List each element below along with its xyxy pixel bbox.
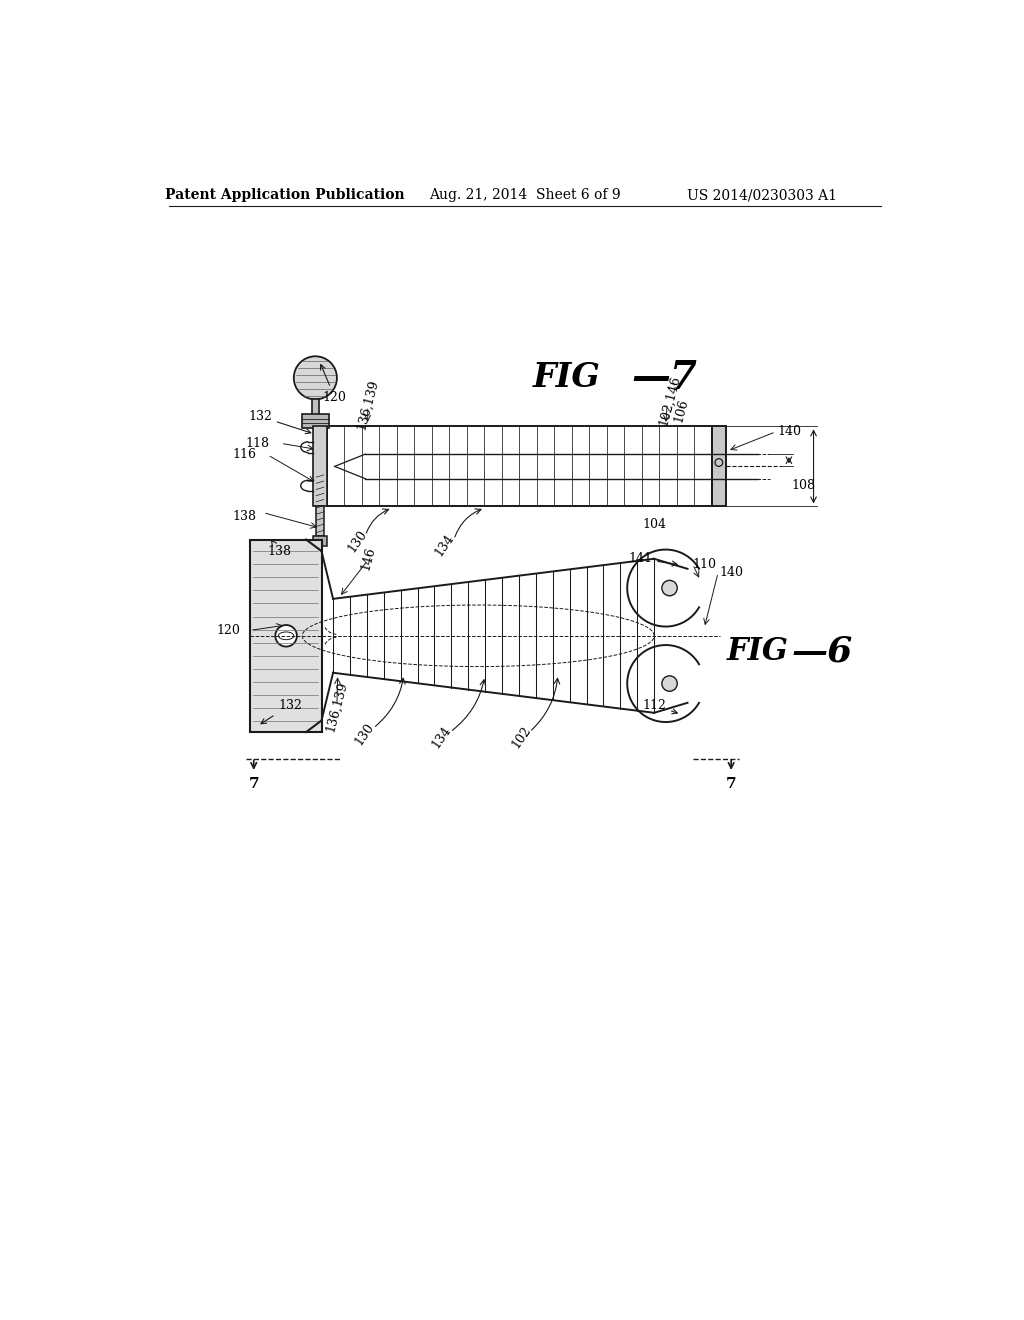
Text: 7: 7 — [249, 776, 259, 791]
Circle shape — [294, 356, 337, 400]
Text: 136,139: 136,139 — [324, 680, 350, 734]
Bar — [313, 426, 327, 507]
Circle shape — [662, 676, 677, 692]
Text: 104: 104 — [642, 517, 667, 531]
Bar — [301, 414, 330, 428]
Text: 141: 141 — [629, 552, 677, 566]
Text: —7: —7 — [631, 359, 697, 397]
Text: 120: 120 — [217, 624, 241, 638]
Text: FIG: FIG — [727, 636, 790, 667]
Text: —6: —6 — [792, 634, 852, 668]
Text: 132: 132 — [248, 409, 310, 434]
Text: 138: 138 — [267, 540, 291, 557]
Circle shape — [662, 581, 677, 595]
Text: 7: 7 — [726, 776, 736, 791]
Text: 112: 112 — [642, 698, 677, 714]
Text: 130: 130 — [352, 721, 377, 748]
Text: 134: 134 — [429, 723, 454, 751]
Text: 140: 140 — [720, 566, 743, 579]
Text: 120: 120 — [321, 364, 346, 404]
Text: 136,139: 136,139 — [354, 378, 381, 432]
Text: 116: 116 — [232, 449, 256, 462]
Text: 110: 110 — [692, 557, 717, 570]
Text: US 2014/0230303 A1: US 2014/0230303 A1 — [687, 189, 837, 202]
Text: 108: 108 — [792, 479, 815, 492]
Text: 138: 138 — [232, 510, 256, 523]
Bar — [313, 536, 327, 546]
Text: 132: 132 — [261, 698, 302, 723]
Text: 146: 146 — [358, 545, 377, 572]
Text: 134: 134 — [432, 532, 457, 558]
Text: 102,146: 102,146 — [656, 375, 683, 428]
Bar — [316, 507, 324, 536]
Text: 106: 106 — [672, 397, 690, 424]
Text: FIG: FIG — [532, 362, 600, 395]
Text: 118: 118 — [245, 437, 269, 450]
Text: Patent Application Publication: Patent Application Publication — [165, 189, 404, 202]
Circle shape — [275, 626, 297, 647]
Text: Aug. 21, 2014  Sheet 6 of 9: Aug. 21, 2014 Sheet 6 of 9 — [429, 189, 621, 202]
Text: 140: 140 — [777, 425, 802, 438]
Text: 130: 130 — [345, 528, 370, 554]
Text: 102: 102 — [510, 723, 534, 751]
Bar — [311, 400, 319, 425]
Bar — [327, 426, 712, 507]
Bar — [250, 540, 322, 733]
Bar — [712, 426, 726, 507]
